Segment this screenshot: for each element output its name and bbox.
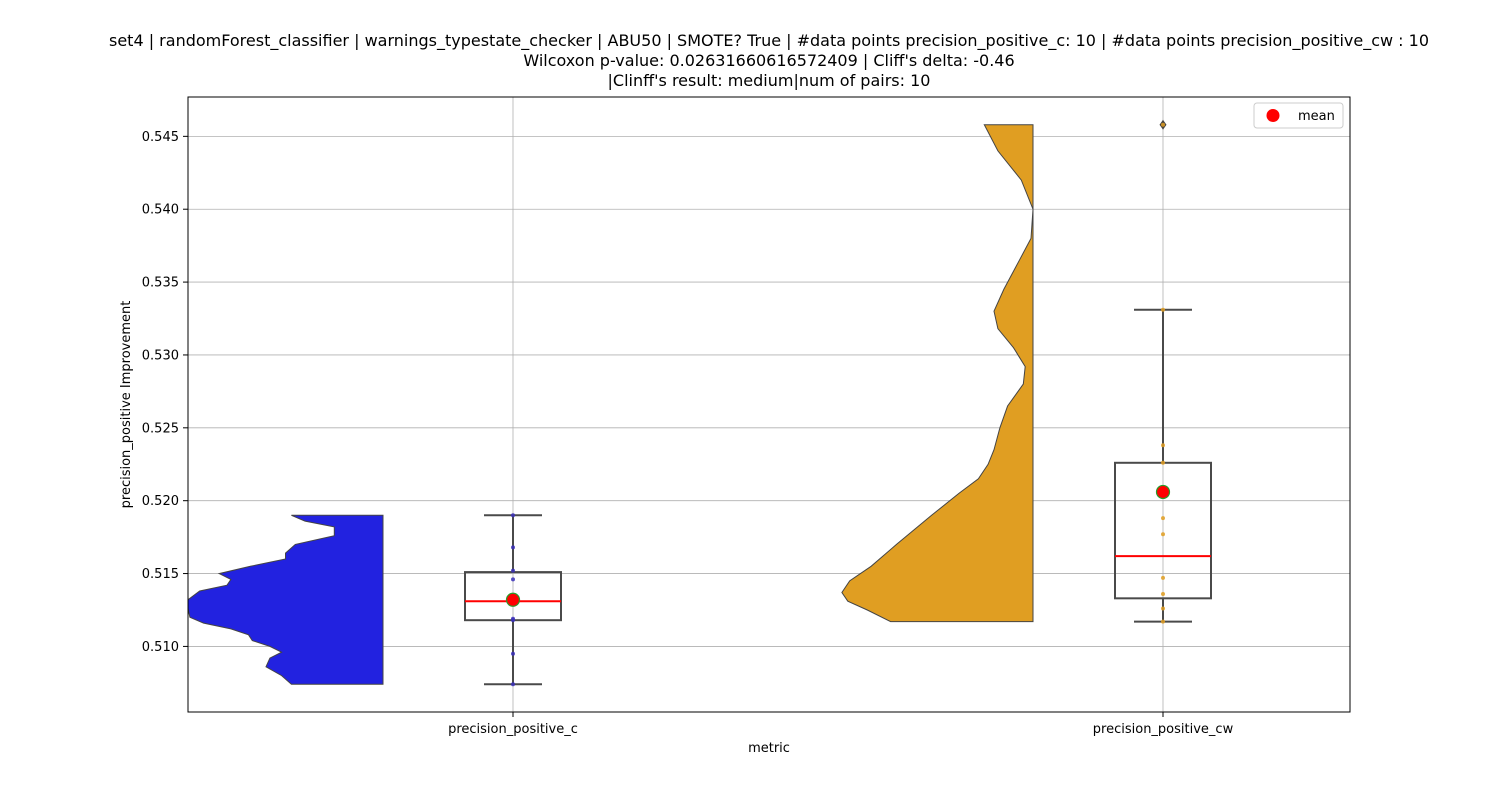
data-point (1161, 575, 1165, 580)
data-point (511, 577, 515, 582)
data-point (1161, 516, 1165, 521)
mean-marker (505, 592, 521, 607)
axes-frame (187, 96, 1351, 713)
y-tick-label: 0.525 (142, 421, 179, 436)
ticks: 0.510 0.515 0.520 0.525 0.530 0.535 0.540 0.545… (142, 130, 1234, 737)
data-point (511, 682, 515, 687)
y-tick-label: 0.510 (142, 640, 179, 655)
y-tick-label: 0.535 (142, 276, 179, 291)
data-point (511, 513, 515, 518)
legend-mean-marker (1266, 109, 1280, 122)
data-point (1161, 307, 1165, 312)
data-point (1161, 122, 1165, 127)
mean-marker (1155, 484, 1171, 500)
legend-box (1253, 102, 1344, 129)
chart-title-line: |Clinff's result: medium|num of pairs: 1… (608, 71, 931, 90)
chart-title: set4 | randomForest_classifier | warning… (109, 31, 1429, 90)
data-point (1161, 460, 1165, 465)
y-tick-label: 0.530 (142, 348, 179, 363)
data-point (511, 545, 515, 550)
chart-title-line: set4 | randomForest_classifier | warning… (109, 31, 1429, 51)
data-point (1161, 591, 1165, 596)
chart-title-line: Wilcoxon p-value: 0.02631660616572409 | … (523, 51, 1014, 70)
violin-precision_positive_c (187, 514, 384, 685)
y-axis-label: precision_positive Improvement (119, 301, 134, 509)
y-tick-label: 0.520 (142, 494, 179, 509)
data-point (511, 616, 515, 621)
data-point (1161, 532, 1165, 537)
data-point (1161, 619, 1165, 624)
y-tick-label: 0.515 (142, 567, 179, 582)
legend-label: mean (1298, 109, 1335, 124)
x-axis-label: metric (748, 741, 790, 756)
violin-precision_positive_cw (841, 124, 1034, 623)
data-point (1161, 443, 1165, 448)
legend: mean (1253, 102, 1344, 129)
x-tick-label: precision_positive_cw (1093, 722, 1234, 737)
y-tick-label: 0.545 (142, 130, 179, 145)
data-point (511, 568, 515, 573)
data-point (1161, 606, 1165, 611)
data-point (511, 651, 515, 656)
plot-area (187, 119, 1212, 687)
y-tick-label: 0.540 (142, 203, 179, 218)
x-tick-label: precision_positive_c (448, 722, 578, 737)
